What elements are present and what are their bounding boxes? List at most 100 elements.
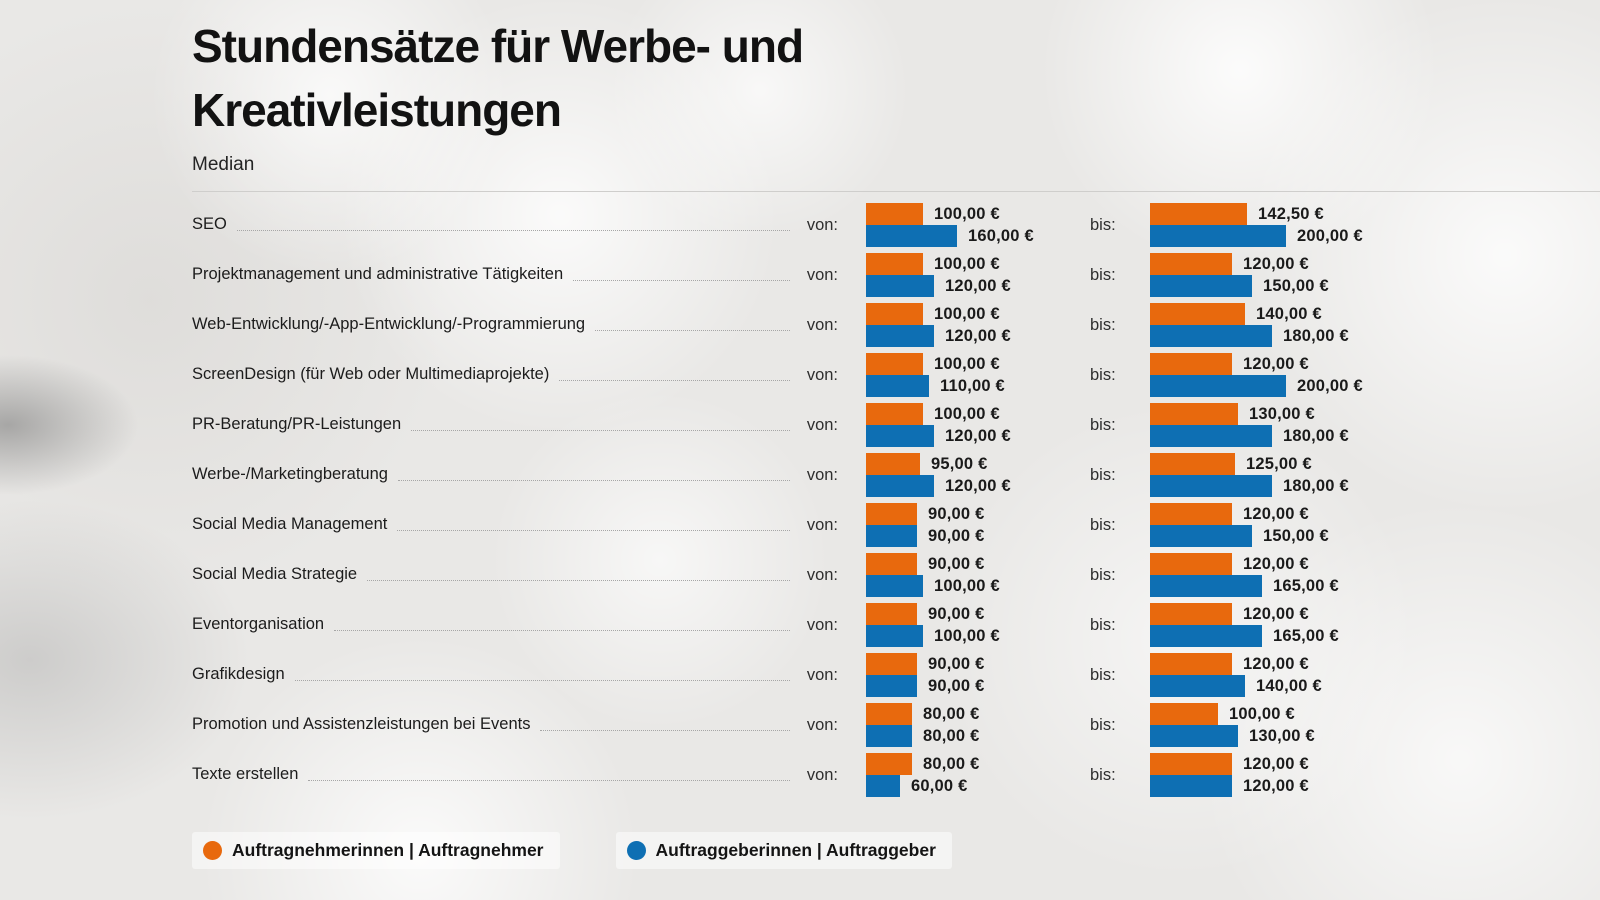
value-auftragnehmer-bis: 142,50 €	[1258, 204, 1324, 223]
bar-line: 100,00 €	[866, 625, 1090, 647]
bar-line: 90,00 €	[866, 675, 1090, 697]
bar-line: 160,00 €	[866, 225, 1090, 247]
chart-content: Stundensätze für Werbe- und Kreativleist…	[192, 14, 1600, 803]
bar-line: 90,00 €	[866, 653, 1090, 675]
value-auftragnehmer-bis: 130,00 €	[1249, 404, 1315, 423]
legend-dot	[626, 841, 646, 860]
bar-line: 90,00 €	[866, 525, 1090, 547]
bis-bar-group: 120,00 € 150,00 €	[1150, 253, 1600, 297]
chart-row: Projektmanagement und administrative Tät…	[192, 253, 1600, 297]
bar-line: 120,00 €	[1150, 253, 1600, 275]
bar-auftraggeber-von	[866, 575, 923, 597]
category-cell: ScreenDesign (für Web oder Multimediapro…	[192, 365, 792, 385]
legend-label: Auftragnehmerinnen | Auftragnehmer	[232, 840, 544, 860]
bar-line: 120,00 €	[866, 275, 1090, 297]
von-bar-group: 90,00 € 100,00 €	[866, 603, 1090, 647]
bar-auftragnehmer-bis	[1150, 753, 1232, 775]
chart-row: Eventorganisation von: 90,00 € 100,00 € …	[192, 603, 1600, 647]
bar-line: 120,00 €	[1150, 775, 1600, 797]
von-label: von:	[806, 315, 838, 334]
bar-line: 165,00 €	[1150, 625, 1600, 647]
value-auftragnehmer-von: 100,00 €	[934, 404, 1000, 423]
bis-label: bis:	[1090, 215, 1116, 234]
bar-auftraggeber-bis	[1150, 275, 1252, 297]
bis-label: bis:	[1090, 515, 1116, 534]
value-auftraggeber-bis: 180,00 €	[1283, 326, 1349, 345]
value-auftragnehmer-bis: 120,00 €	[1243, 254, 1309, 273]
bis-bar-group: 120,00 € 140,00 €	[1150, 653, 1600, 697]
category-label: Projektmanagement und administrative Tät…	[192, 265, 564, 284]
bar-auftraggeber-von	[866, 425, 934, 447]
value-auftragnehmer-von: 100,00 €	[934, 304, 1000, 323]
value-auftraggeber-von: 160,00 €	[968, 226, 1034, 245]
bar-line: 120,00 €	[1150, 353, 1600, 375]
category-label: Web-Entwicklung/-App-Entwicklung/-Progra…	[192, 315, 586, 334]
von-bar-group: 95,00 € 120,00 €	[866, 453, 1090, 497]
bar-auftragnehmer-bis	[1150, 303, 1245, 325]
leader-line	[397, 529, 790, 531]
bar-auftraggeber-von	[866, 225, 957, 247]
value-auftraggeber-von: 110,00 €	[940, 376, 1005, 395]
bar-line: 140,00 €	[1150, 303, 1600, 325]
leader-line	[294, 679, 790, 681]
category-label: Texte erstellen	[192, 765, 299, 784]
divider-line	[192, 191, 1600, 192]
value-auftragnehmer-bis: 120,00 €	[1243, 604, 1309, 623]
von-bar-group: 80,00 € 60,00 €	[866, 753, 1090, 797]
von-label: von:	[806, 365, 838, 384]
von-label: von:	[806, 415, 838, 434]
bar-auftragnehmer-bis	[1150, 553, 1232, 575]
value-auftraggeber-von: 120,00 €	[945, 276, 1011, 295]
von-label: von:	[806, 665, 838, 684]
bar-auftragnehmer-bis	[1150, 653, 1232, 675]
chart-row: Grafikdesign von: 90,00 € 90,00 € bis: 1…	[192, 653, 1600, 697]
value-auftragnehmer-bis: 120,00 €	[1243, 654, 1309, 673]
leader-line	[308, 779, 790, 781]
bar-auftragnehmer-von	[866, 453, 920, 475]
bar-line: 180,00 €	[1150, 425, 1600, 447]
bis-bar-group: 120,00 € 165,00 €	[1150, 603, 1600, 647]
bar-line: 120,00 €	[1150, 603, 1600, 625]
bis-bar-group: 130,00 € 180,00 €	[1150, 403, 1600, 447]
bar-line: 165,00 €	[1150, 575, 1600, 597]
legend-item-auftragnehmer: Auftragnehmerinnen | Auftragnehmer	[192, 832, 560, 869]
category-cell: Eventorganisation	[192, 615, 792, 635]
von-bar-group: 100,00 € 120,00 €	[866, 403, 1090, 447]
value-auftragnehmer-von: 100,00 €	[934, 204, 1000, 223]
value-auftraggeber-bis: 165,00 €	[1273, 576, 1339, 595]
category-cell: Promotion und Assistenzleistungen bei Ev…	[192, 715, 792, 735]
bis-bar-group: 120,00 € 150,00 €	[1150, 503, 1600, 547]
bar-auftragnehmer-bis	[1150, 503, 1232, 525]
value-auftraggeber-bis: 180,00 €	[1283, 476, 1349, 495]
category-label: ScreenDesign (für Web oder Multimediapro…	[192, 365, 550, 384]
bar-line: 80,00 €	[866, 753, 1090, 775]
bar-auftragnehmer-bis	[1150, 203, 1247, 225]
leader-line	[573, 279, 790, 281]
von-bar-group: 90,00 € 90,00 €	[866, 653, 1090, 697]
value-auftragnehmer-von: 80,00 €	[923, 704, 980, 723]
bar-auftragnehmer-von	[866, 353, 923, 375]
leader-line	[334, 629, 790, 631]
chart-row: ScreenDesign (für Web oder Multimediapro…	[192, 353, 1600, 397]
von-label: von:	[806, 715, 838, 734]
chart-row: PR-Beratung/PR-Leistungen von: 100,00 € …	[192, 403, 1600, 447]
bar-line: 180,00 €	[1150, 325, 1600, 347]
legend-item-auftraggeber: Auftraggeberinnen | Auftraggeber	[615, 832, 952, 869]
bis-label: bis:	[1090, 315, 1116, 334]
value-auftragnehmer-von: 90,00 €	[928, 504, 985, 523]
category-cell: Web-Entwicklung/-App-Entwicklung/-Progra…	[192, 315, 792, 335]
von-label: von:	[806, 565, 838, 584]
bar-line: 200,00 €	[1150, 225, 1600, 247]
bar-auftragnehmer-bis	[1150, 603, 1232, 625]
bar-auftragnehmer-von	[866, 253, 923, 275]
category-cell: PR-Beratung/PR-Leistungen	[192, 415, 792, 435]
bar-auftragnehmer-von	[866, 203, 923, 225]
bar-line: 120,00 €	[866, 425, 1090, 447]
bis-label: bis:	[1090, 365, 1116, 384]
value-auftragnehmer-von: 90,00 €	[928, 604, 985, 623]
bar-auftraggeber-von	[866, 325, 934, 347]
bar-line: 200,00 €	[1150, 375, 1600, 397]
bar-auftraggeber-von	[866, 675, 917, 697]
value-auftragnehmer-von: 100,00 €	[934, 254, 1000, 273]
